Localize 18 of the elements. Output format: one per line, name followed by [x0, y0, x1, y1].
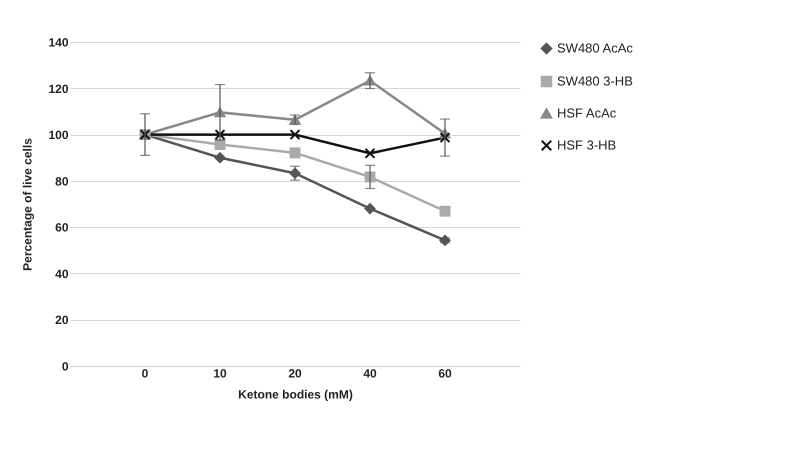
x-axis-title: Ketone bodies (mM)	[238, 388, 353, 402]
y-tick-label: 80	[55, 174, 69, 188]
y-tick-label: 100	[48, 128, 69, 142]
y-tick-label: 40	[55, 266, 69, 281]
x-tick-label: 60	[438, 366, 452, 380]
y-tick-label: 140	[48, 36, 69, 50]
y-tick-label: 60	[55, 220, 69, 235]
y-axis-title: Percentage of live cells	[20, 138, 34, 271]
legend-label: SW480 AcAc	[557, 40, 634, 56]
legend-label: SW480 3-HB	[557, 74, 633, 88]
legend-label: HSF AcAc	[557, 106, 617, 120]
x-tick-label: 20	[288, 366, 302, 380]
x-tick-label: 40	[363, 366, 377, 380]
legend-label: HSF 3-HB	[557, 138, 616, 152]
x-tick-label: 0	[142, 366, 149, 380]
y-tick-label: 20	[55, 313, 69, 328]
x-tick-label: 10	[213, 366, 227, 380]
y-tick-label: 120	[48, 82, 69, 96]
